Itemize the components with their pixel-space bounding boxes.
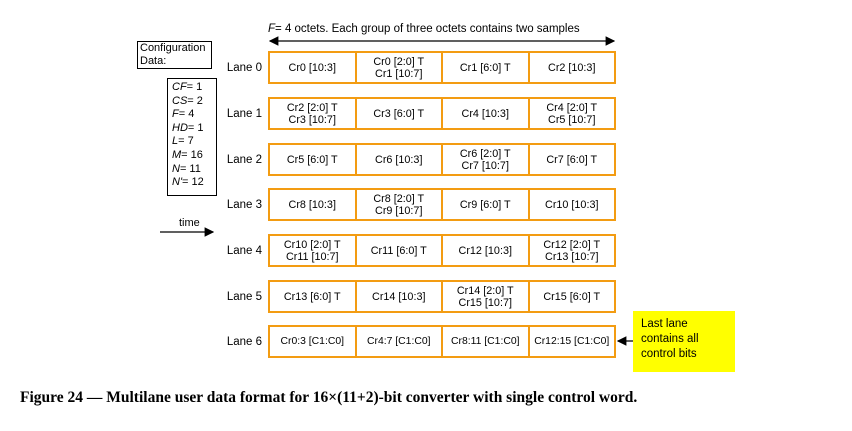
lane-5-cell-1: Cr14 [10:3]	[354, 282, 442, 311]
lane-5-cell-2: Cr14 [2:0] T Cr15 [10:7]	[441, 282, 528, 311]
lane-2-cell-2: Cr6 [2:0] T Cr7 [10:7]	[441, 145, 528, 174]
figure-caption: Figure 24 — Multilane user data format f…	[20, 389, 638, 406]
lane-row-2: Cr5 [6:0] T Cr6 [10:3] Cr6 [2:0] T Cr7 […	[268, 143, 616, 176]
note-line-2: contains all	[641, 333, 699, 345]
configuration-params: CF= 1 CS= 2 F= 4 HD= 1 L= 7 M= 16 N= 11 …	[167, 78, 217, 196]
lane-2-cell-3: Cr7 [6:0] T	[527, 145, 615, 174]
lane-6-cell-2: Cr8:11 [C1:C0]	[441, 327, 528, 356]
lane-label-1: Lane 1	[226, 108, 262, 120]
time-label: time	[179, 217, 200, 229]
param-f: F= 4	[172, 108, 195, 121]
lane-0-cell-1: Cr0 [2:0] T Cr1 [10:7]	[354, 53, 442, 82]
lane-6-cell-0: Cr0:3 [C1:C0]	[280, 335, 345, 347]
lane-3-cell-1: Cr8 [2:0] T Cr9 [10:7]	[354, 190, 442, 219]
configuration-title-text: Configuration Data:	[140, 42, 206, 67]
octet-header: F= 4 octets. Each group of three octets …	[268, 23, 580, 35]
lane-label-0: Lane 0	[226, 62, 262, 74]
lane-4-cell-3: Cr12 [2:0] T Cr13 [10:7]	[527, 236, 615, 265]
lane-label-3: Lane 3	[226, 199, 262, 211]
lane-label-5: Lane 5	[226, 291, 262, 303]
lane-2-cell-1: Cr6 [10:3]	[354, 145, 442, 174]
lane-3-cell-3: Cr10 [10:3]	[527, 190, 615, 219]
lane-3-cell-0: Cr8 [10:3]	[288, 198, 336, 211]
lane-1-cell-1: Cr3 [6:0] T	[354, 99, 442, 128]
lane-4-cell-1: Cr11 [6:0] T	[354, 236, 442, 265]
lane-3-cell-2: Cr9 [6:0] T	[441, 190, 528, 219]
param-cf: CF= 1	[172, 81, 203, 93]
lane-4-cell-2: Cr12 [10:3]	[441, 236, 528, 265]
param-cs: CS= 2	[172, 94, 203, 107]
lane-2-cell-0: Cr5 [6:0] T	[286, 153, 338, 166]
lane-4-cell-0: Cr10 [2:0] T Cr11 [10:7]	[283, 238, 341, 263]
lane-6-cell-3: Cr12:15 [C1:C0]	[527, 327, 615, 356]
note-line-3: control bits	[641, 348, 697, 360]
control-bits-note: Last lane contains all control bits	[633, 311, 735, 372]
configuration-title: Configuration Data:	[137, 41, 212, 69]
param-l: L= 7	[172, 135, 194, 148]
lane-5-cell-0: Cr13 [6:0] T	[283, 290, 341, 303]
lane-row-4: Cr10 [2:0] T Cr11 [10:7] Cr11 [6:0] T Cr…	[268, 234, 616, 267]
lane-row-1: Cr2 [2:0] T Cr3 [10:7] Cr3 [6:0] T Cr4 […	[268, 97, 616, 130]
lane-1-cell-0: Cr2 [2:0] T Cr3 [10:7]	[286, 101, 338, 126]
param-n-prime: N'= 12	[172, 176, 204, 189]
lane-row-6: Cr0:3 [C1:C0] Cr4:7 [C1:C0] Cr8:11 [C1:C…	[268, 325, 616, 358]
param-m: M= 16	[172, 148, 203, 161]
lane-label-4: Lane 4	[226, 245, 262, 257]
lane-5-cell-3: Cr15 [6:0] T	[527, 282, 615, 311]
param-n: N= 11	[172, 162, 201, 175]
octet-header-text: = 4 octets. Each group of three octets c…	[275, 23, 580, 35]
lane-0-cell-0: Cr0 [10:3]	[288, 61, 336, 74]
f-symbol: F	[268, 23, 276, 35]
lane-6-cell-1: Cr4:7 [C1:C0]	[354, 327, 442, 356]
lane-label-2: Lane 2	[226, 154, 262, 166]
lane-1-cell-3: Cr4 [2:0] T Cr5 [10:7]	[527, 99, 615, 128]
lane-1-cell-2: Cr4 [10:3]	[441, 99, 528, 128]
lane-label-6: Lane 6	[226, 336, 262, 348]
lane-0-cell-2: Cr1 [6:0] T	[441, 53, 528, 82]
lane-row-3: Cr8 [10:3] Cr8 [2:0] T Cr9 [10:7] Cr9 [6…	[268, 188, 616, 221]
note-line-1: Last lane	[641, 318, 688, 330]
lane-row-5: Cr13 [6:0] T Cr14 [10:3] Cr14 [2:0] T Cr…	[268, 280, 616, 313]
lane-0-cell-3: Cr2 [10:3]	[527, 53, 615, 82]
lane-row-0: Cr0 [10:3] Cr0 [2:0] T Cr1 [10:7] Cr1 [6…	[268, 51, 616, 84]
param-hd: HD= 1	[172, 121, 204, 134]
